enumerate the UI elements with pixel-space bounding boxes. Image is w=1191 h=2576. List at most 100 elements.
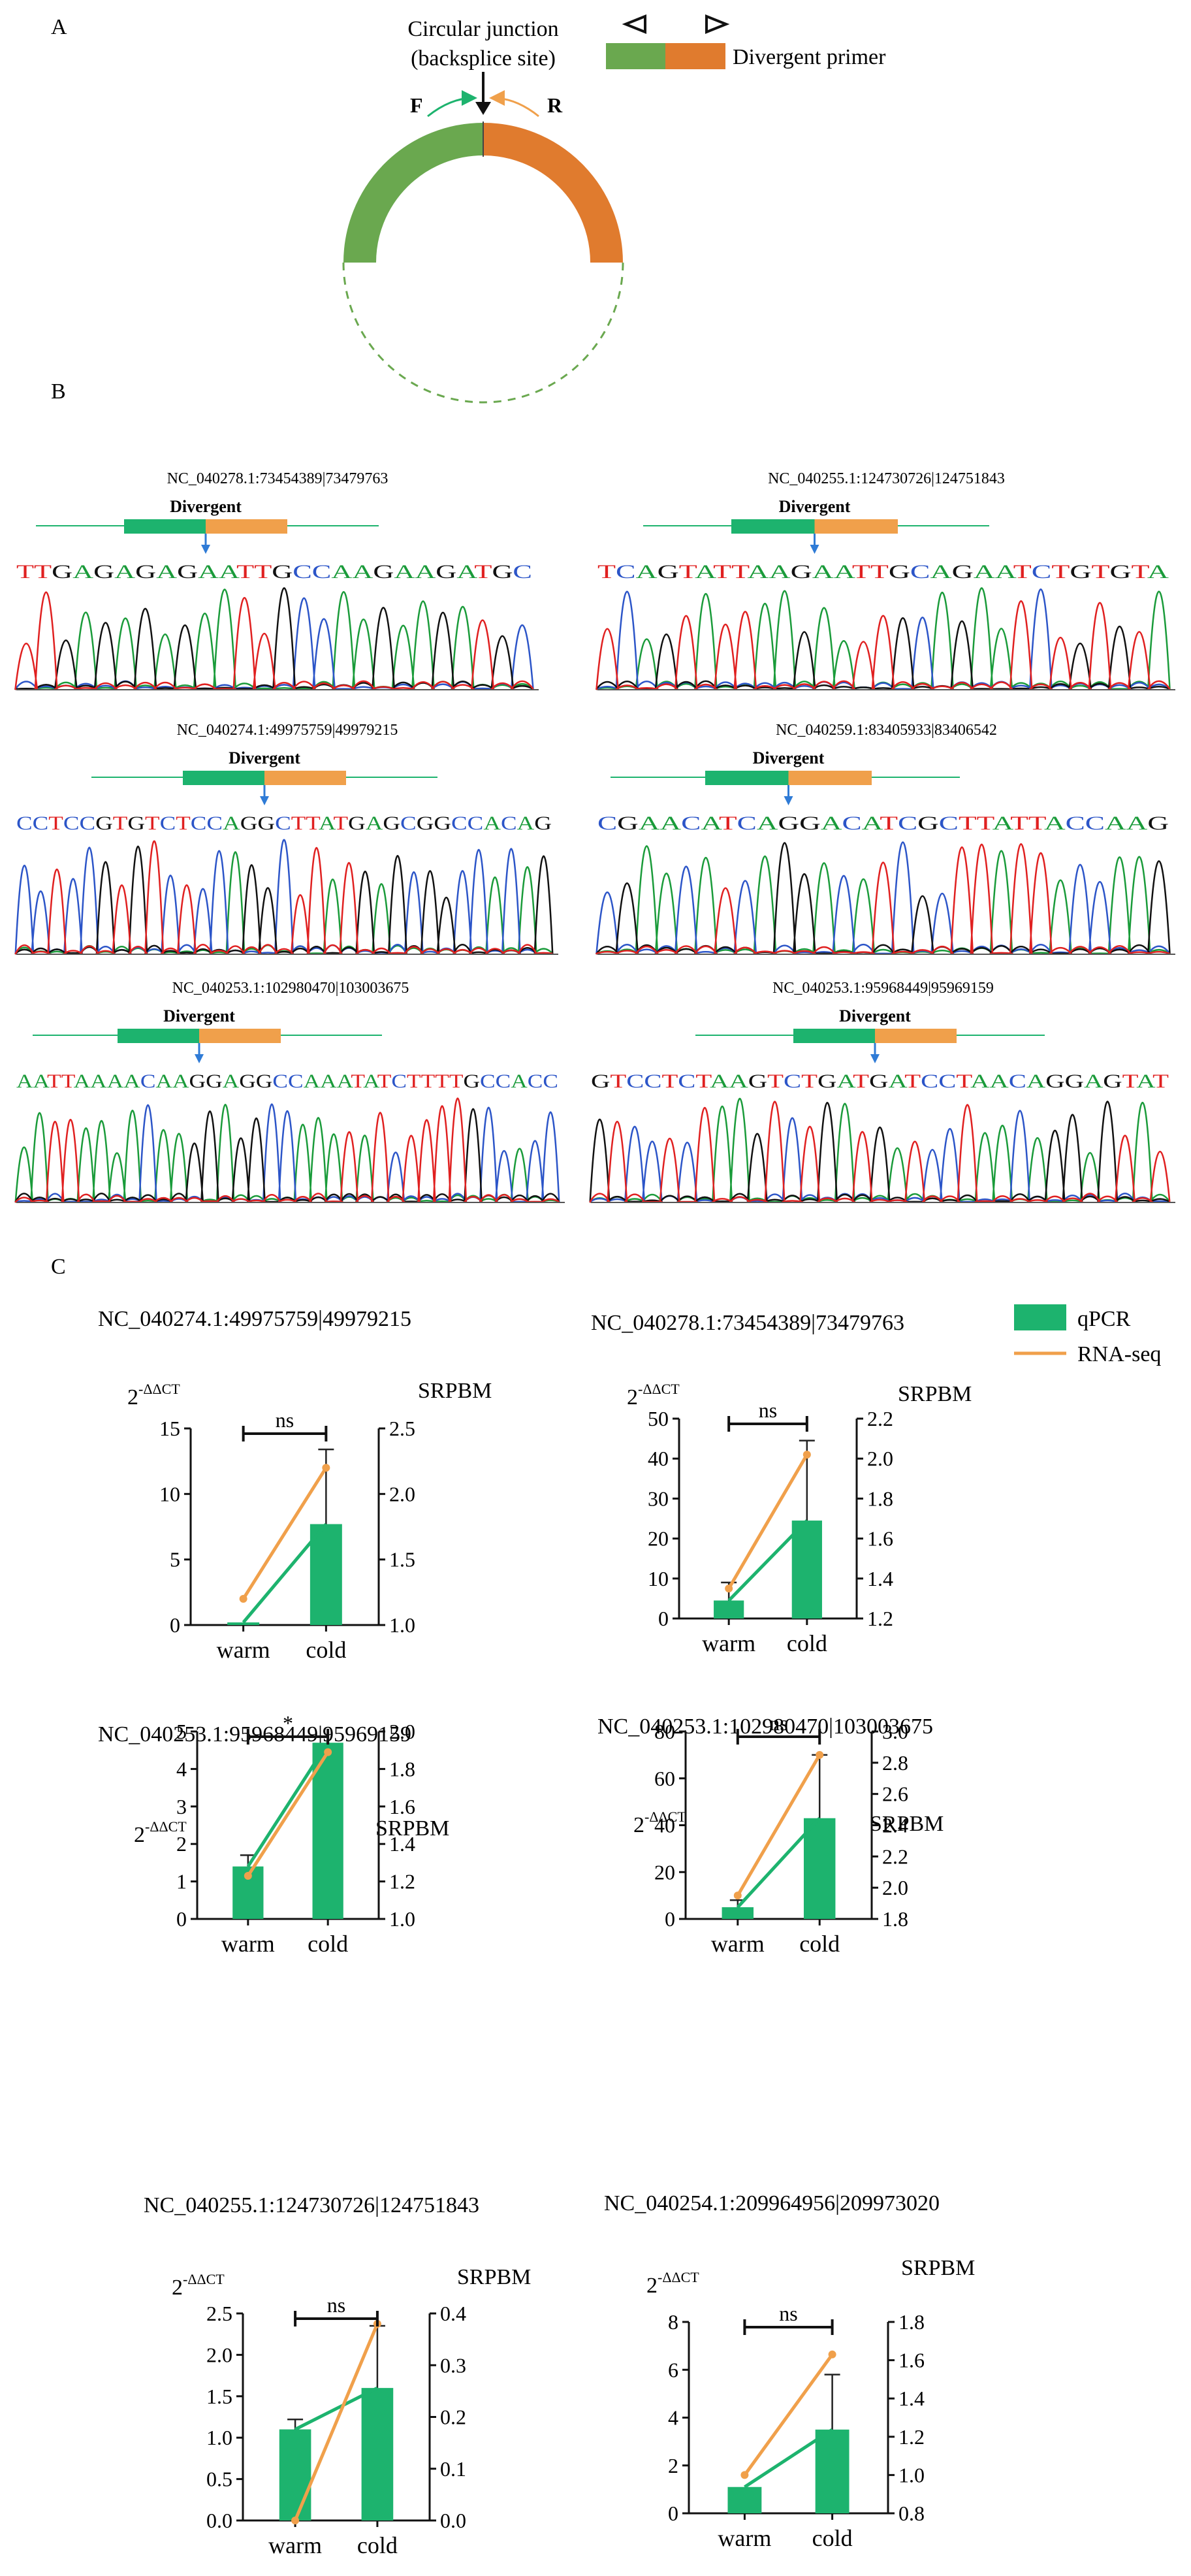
divergent-green-segment — [705, 771, 789, 785]
trace-peaks-T — [14, 591, 534, 690]
rnaseq-line — [293, 2323, 379, 2521]
trace-peaks-T — [596, 843, 1170, 955]
bar-cold — [310, 1524, 342, 1625]
junction-arrow-head — [260, 796, 269, 805]
y-left-tick-label: 20 — [648, 1527, 669, 1551]
rnaseq-point — [244, 1871, 252, 1880]
divergent-orange-segment — [788, 771, 872, 785]
y-right-tick-label: 2.0 — [867, 1447, 893, 1470]
y-right-tick-label: 1.8 — [882, 1907, 908, 1931]
panel-label-b: B — [51, 379, 66, 404]
divergent-green-segment — [183, 771, 264, 785]
y-left-tick-label: 0 — [176, 1907, 187, 1931]
y-right-tick-label: 1.8 — [867, 1487, 893, 1510]
qpcr-line — [744, 2428, 833, 2488]
qpcr-line — [242, 1522, 328, 1624]
y-left-tick-label: 60 — [654, 1767, 675, 1790]
rnaseq-point — [816, 1750, 824, 1759]
qpcr-line — [727, 1519, 808, 1602]
y-right-tick-label: 2.8 — [882, 1751, 908, 1775]
trace-peaks-A — [589, 1098, 1171, 1203]
significance-label: ns — [276, 1408, 294, 1432]
y-right-tick-label: 2.2 — [882, 1844, 908, 1868]
divergent-label: Divergent — [839, 1006, 911, 1025]
trace-peaks-C — [596, 841, 1171, 955]
y-left-tick-label: 2 — [176, 1832, 187, 1856]
divergent-green-segment — [731, 519, 815, 534]
rnaseq-point — [740, 2471, 749, 2479]
trace-peaks-C — [596, 588, 1171, 690]
y-right-tick-label: 2.2 — [867, 1407, 893, 1430]
divergent-green-segment — [124, 519, 206, 534]
y-left-tick-label: 0 — [658, 1607, 669, 1630]
panel-label-c: C — [51, 1255, 66, 1279]
y-right-tick-label: 1.0 — [389, 1907, 415, 1931]
bar-cold — [815, 2429, 850, 2513]
bar-warm — [722, 1907, 754, 1919]
y-left-tick-label: 0 — [665, 1907, 675, 1931]
y-right-tick-label: 1.4 — [898, 2387, 925, 2410]
y-left-tick-label: 0 — [668, 2502, 678, 2525]
y-left-tick-label: 10 — [648, 1567, 669, 1590]
trace-peaks-C — [14, 1103, 560, 1203]
y-left-tick-label: 0.0 — [206, 2509, 232, 2532]
y-left-label: 2-ΔΔCT — [633, 1809, 686, 1837]
y-right-tick-label: 0.0 — [440, 2509, 466, 2532]
trace-peaks-T — [596, 600, 1171, 690]
y-left-tick-label: 40 — [654, 1814, 675, 1837]
y-left-label: 2-ΔΔCT — [172, 2271, 225, 2300]
y-left-tick-label: 50 — [648, 1407, 669, 1430]
legend-qpcr-label: qPCR — [1077, 1307, 1131, 1331]
panel-c: qPCR RNA-seq NC_040274.1:49975759|499792… — [98, 1304, 1161, 2558]
divergent-label: Divergent — [779, 497, 851, 516]
y-right-tick-label: 1.2 — [867, 1607, 893, 1630]
exon-orange-arc — [483, 123, 623, 263]
y-right-label: SRPBM — [457, 2265, 531, 2289]
bar-warm — [227, 1622, 260, 1625]
x-tick-label: cold — [812, 2525, 853, 2551]
y-right-tick-label: 1.8 — [898, 2310, 925, 2334]
y-right-tick-label: 1.8 — [389, 1757, 415, 1780]
y-right-tick-label: 1.0 — [898, 2463, 925, 2487]
trace-peaks-A — [596, 587, 1171, 690]
exon-green-arc — [343, 123, 484, 263]
y-right-tick-label: 2.0 — [882, 1876, 908, 1899]
y-right-label: SRPBM — [898, 1382, 972, 1406]
trace-peaks-G — [14, 587, 534, 690]
y-right-tick-label: 2.6 — [882, 1782, 908, 1806]
y-left-tick-label: 10 — [159, 1482, 180, 1505]
chart-title: NC_040274.1:49975759|49979215 — [98, 1307, 411, 1331]
junction-label-line2: (backsplice site) — [411, 46, 556, 71]
rnaseq-point — [802, 1451, 811, 1459]
bar-cold — [803, 1818, 836, 1919]
rnaseq-line — [242, 1466, 328, 1600]
trace-peaks-G — [589, 1101, 1170, 1203]
y-left-tick-label: 6 — [668, 2358, 678, 2381]
trace-id-label: NC_040278.1:73454389|73479763 — [167, 470, 389, 487]
y-right-tick-label: 1.6 — [898, 2349, 925, 2372]
f-label: F — [410, 93, 423, 117]
y-right-tick-label: 3.0 — [882, 1720, 908, 1743]
divergent-label: Divergent — [170, 497, 242, 516]
bar-cold — [791, 1521, 822, 1618]
legend-qpcr-swatch — [1014, 1304, 1066, 1330]
x-tick-label: cold — [306, 1637, 346, 1663]
y-left-tick-label: 40 — [648, 1447, 669, 1470]
trace-peaks-T — [589, 1101, 1171, 1203]
trace-peaks-C — [589, 1110, 1170, 1203]
y-left-tick-label: 2 — [668, 2454, 678, 2477]
y-right-tick-label: 2.0 — [389, 1720, 415, 1743]
divergent-orange-segment — [199, 1029, 281, 1043]
y-left-label: 2-ΔΔCT — [134, 1818, 187, 1847]
y-left-tick-label: 1.0 — [206, 2426, 232, 2449]
x-tick-label: warm — [718, 2525, 771, 2551]
bar-warm — [714, 1600, 744, 1618]
y-right-tick-label: 0.8 — [898, 2502, 925, 2525]
rnaseq-point — [322, 1464, 330, 1472]
rnaseq-point — [239, 1594, 247, 1603]
y-right-tick-label: 0.2 — [440, 2406, 466, 2429]
divergent-label: Divergent — [753, 749, 825, 767]
